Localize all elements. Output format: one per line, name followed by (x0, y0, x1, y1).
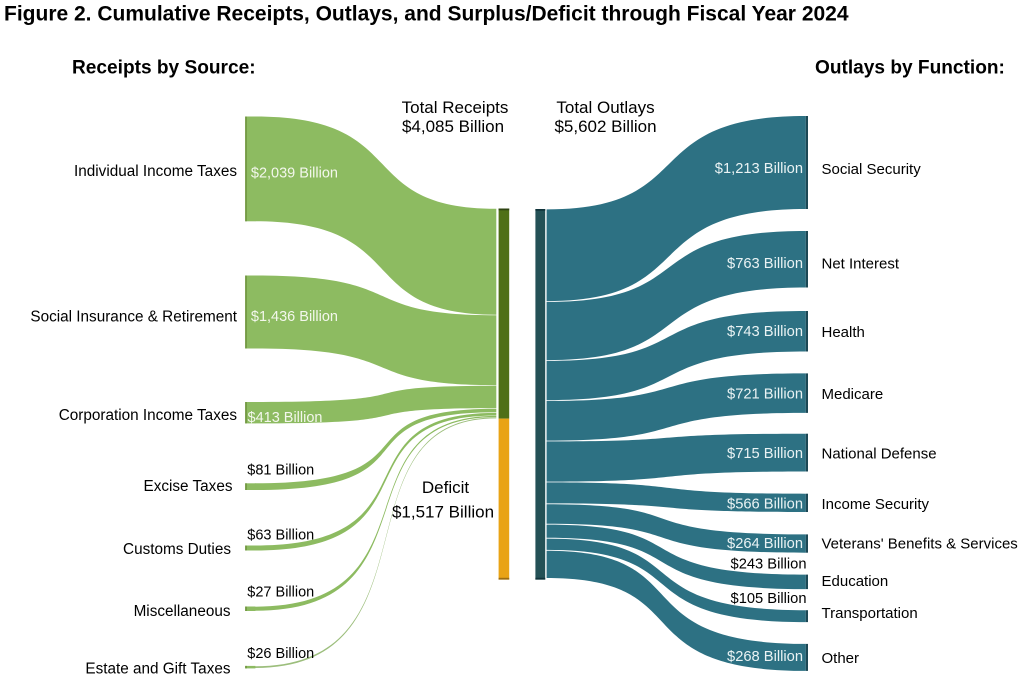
svg-text:Education: Education (822, 573, 889, 590)
svg-text:$5,602 Billion: $5,602 Billion (554, 117, 656, 136)
svg-text:$268 Billion: $268 Billion (727, 649, 803, 665)
svg-text:$243 Billion: $243 Billion (731, 556, 807, 572)
svg-text:$105 Billion: $105 Billion (731, 591, 807, 607)
svg-text:$81 Billion: $81 Billion (247, 463, 314, 479)
svg-text:$566 Billion: $566 Billion (727, 497, 803, 513)
svg-text:$264 Billion: $264 Billion (727, 536, 803, 552)
svg-text:Receipts by Source:: Receipts by Source: (72, 58, 256, 79)
svg-text:Customs Duties: Customs Duties (123, 541, 231, 558)
svg-text:Excise Taxes: Excise Taxes (144, 478, 233, 495)
svg-text:Transportation: Transportation (822, 605, 918, 622)
svg-text:Estate and Gift Taxes: Estate and Gift Taxes (85, 661, 230, 678)
svg-text:$2,039 Billion: $2,039 Billion (251, 165, 338, 181)
svg-text:$743 Billion: $743 Billion (727, 324, 803, 340)
svg-text:$1,213 Billion: $1,213 Billion (715, 161, 803, 177)
svg-text:Total Receipts: Total Receipts (402, 98, 509, 117)
svg-text:Total Outlays: Total Outlays (556, 98, 654, 117)
svg-text:$1,436 Billion: $1,436 Billion (251, 309, 338, 325)
svg-text:$715 Billion: $715 Billion (727, 446, 803, 462)
svg-text:$63 Billion: $63 Billion (247, 527, 314, 543)
svg-text:National Defense: National Defense (822, 446, 937, 463)
svg-text:Corporation Income Taxes: Corporation Income Taxes (59, 407, 238, 424)
svg-text:Individual Income Taxes: Individual Income Taxes (74, 163, 237, 180)
svg-text:Deficit: Deficit (422, 478, 470, 497)
svg-text:$763 Billion: $763 Billion (727, 256, 803, 272)
svg-text:Miscellaneous: Miscellaneous (134, 603, 231, 620)
svg-text:$27 Billion: $27 Billion (247, 585, 314, 601)
svg-text:Medicare: Medicare (822, 386, 884, 403)
svg-text:$413 Billion: $413 Billion (248, 410, 323, 426)
svg-text:Outlays by Function:: Outlays by Function: (815, 58, 1005, 79)
svg-text:Net Interest: Net Interest (822, 255, 900, 272)
svg-text:$721 Billion: $721 Billion (727, 386, 803, 402)
svg-text:$1,517 Billion: $1,517 Billion (392, 503, 494, 522)
svg-text:Income Security: Income Security (822, 496, 930, 513)
svg-text:Social Insurance & Retirement: Social Insurance & Retirement (30, 309, 237, 326)
svg-text:$4,085 Billion: $4,085 Billion (402, 117, 504, 136)
svg-text:Social Security: Social Security (822, 161, 922, 178)
svg-text:Veterans' Benefits & Services: Veterans' Benefits & Services (822, 536, 1018, 553)
svg-text:Health: Health (822, 324, 865, 341)
svg-text:Other: Other (822, 650, 860, 667)
svg-text:$26 Billion: $26 Billion (247, 646, 314, 662)
svg-text:Figure 2. Cumulative Receipts,: Figure 2. Cumulative Receipts, Outlays, … (4, 2, 849, 25)
